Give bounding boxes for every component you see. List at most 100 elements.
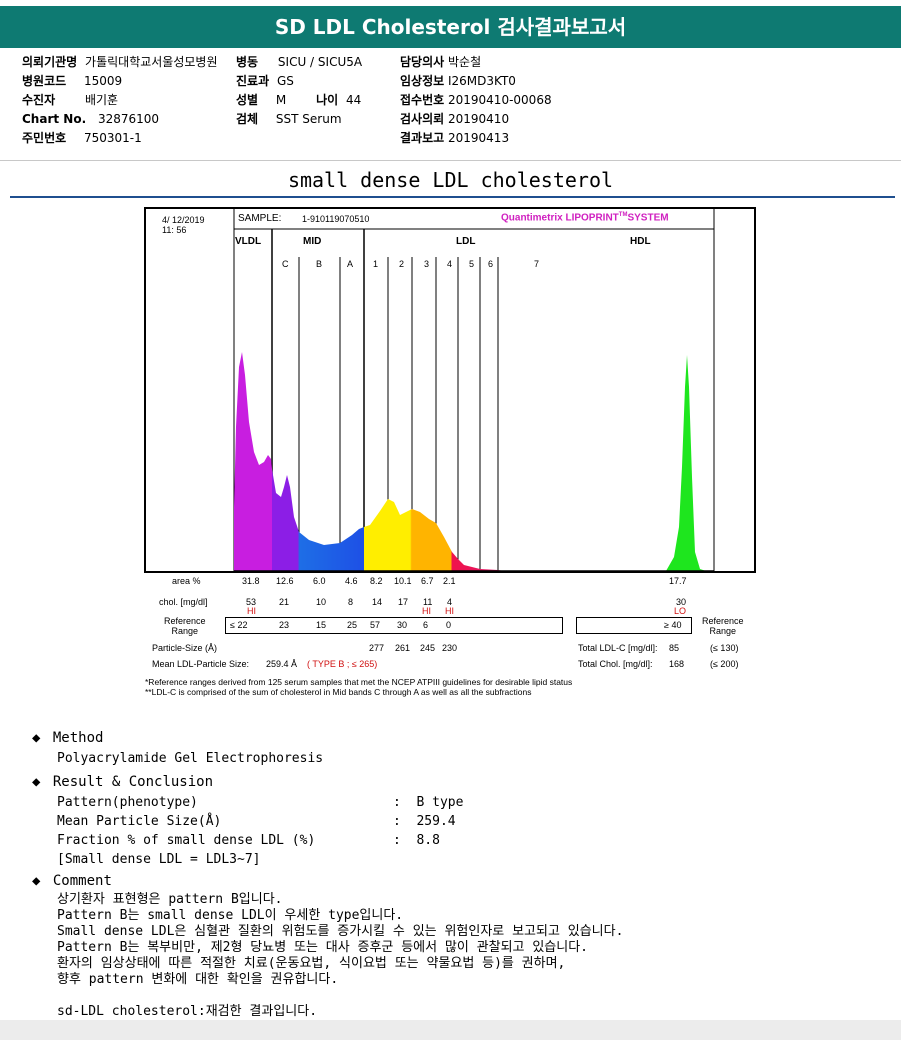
diamond-icon: ◆ — [32, 730, 41, 746]
flag-hi: HI — [247, 606, 256, 616]
band-label: 4 — [447, 259, 453, 269]
info-row: 의뢰기관명 가톨릭대학교서울성모병원 — [22, 55, 218, 69]
ref-box-hdl — [576, 617, 692, 634]
band-label: 1 — [373, 259, 379, 269]
info-row: 검체 SST Serum — [236, 112, 342, 126]
info-row: 병원코드 15009 — [22, 74, 123, 88]
info-row: 주민번호 750301-1 — [22, 131, 142, 145]
area-label: area % — [172, 576, 201, 586]
area-value: 6.0 — [313, 576, 326, 586]
info-row: 결과보고 20190413 — [400, 131, 510, 145]
info-row: 담당의사 박순철 — [400, 55, 482, 69]
group-vldl: VLDL — [235, 236, 262, 247]
result-row: Fraction % of small dense LDL (%) — [57, 833, 316, 848]
chol-value: 17 — [398, 597, 409, 607]
particle-size-label: Particle-Size (Å) — [152, 643, 218, 653]
chol-hdl: 30 — [676, 597, 687, 607]
area-value: 6.7 — [421, 576, 434, 586]
area-hdl: 17.7 — [669, 576, 687, 586]
area-value: 2.1 — [443, 576, 456, 586]
vldl-peak — [234, 352, 272, 571]
method-text: Polyacrylamide Gel Electrophoresis — [57, 751, 324, 766]
chol-value: 10 — [316, 597, 327, 607]
result-colon: : 8.8 — [393, 833, 440, 848]
info-row: 진료과 GS — [236, 74, 294, 88]
mean-ldl-value: 259.4 Å — [266, 659, 298, 669]
band-label: A — [347, 259, 354, 269]
chol-value: 53 — [246, 597, 257, 607]
footnotes: *Reference ranges derived from 125 serum… — [145, 677, 573, 697]
total-ldl-label: Total LDL-C [mg/dl]: — [578, 643, 658, 653]
area-value: 4.6 — [345, 576, 358, 586]
comment-line: Pattern B는 복부비만, 제2형 당뇨병 또는 대사 증후군 등에서 많… — [57, 940, 588, 955]
ref-label: Reference Range — [164, 616, 206, 636]
comment-line: 상기환자 표현형은 pattern B입니다. — [57, 892, 283, 907]
mid-peak — [272, 469, 364, 571]
particle-size: 245 — [420, 643, 436, 653]
result-colon: : B type — [393, 795, 464, 810]
lipoprint-chart — [144, 207, 756, 573]
ref-value: ≤ 22 — [230, 620, 248, 630]
chol-label: chol. [mg/dl] — [159, 597, 208, 607]
ref-hdl: ≥ 40 — [664, 620, 682, 630]
total-ldl-ref: (≤ 130) — [710, 643, 739, 653]
band-label: 3 — [424, 259, 430, 269]
comment-line: Small dense LDL은 심혈관 질환의 위험도를 증가시킬 수 있는 … — [57, 924, 624, 939]
band-label: 6 — [488, 259, 494, 269]
band-label: B — [316, 259, 323, 269]
col1: 의뢰기관명 가톨릭대학교서울성모병원 병원코드 15009 수진자 배기훈 Ch… — [22, 53, 218, 148]
col3: 담당의사 박순철 임상정보 I26MD3KT0 접수번호 20190410-00… — [400, 53, 552, 148]
band-label: 2 — [399, 259, 405, 269]
chol-value: 11 — [423, 597, 433, 607]
mean-ldl-label: Mean LDL-Particle Size: — [152, 659, 250, 669]
result-row: Pattern(phenotype) — [57, 795, 198, 810]
info-row: 임상정보 I26MD3KT0 — [400, 74, 516, 88]
divider — [10, 196, 895, 198]
total-chol-value: 168 — [669, 659, 685, 669]
flag-hi: HI — [445, 606, 454, 616]
hdl-peak — [666, 355, 706, 571]
result-colon: : 259.4 — [393, 814, 456, 829]
chol-value: 14 — [372, 597, 383, 607]
ldl-peak — [364, 499, 504, 571]
total-ldl-value: 85 — [669, 643, 680, 653]
result-heading: ◆ Result & Conclusion — [32, 774, 214, 790]
comment-line: 환자의 임상상태에 따른 적절한 치료(운동요법, 식이요법 또는 약물요법 등… — [57, 956, 566, 971]
chol-value: 21 — [279, 597, 290, 607]
footer-bar — [0, 1020, 901, 1040]
ref-value: 15 — [316, 620, 327, 630]
lipoprint-datetime: 4/ 12/2019 11: 56 — [162, 215, 205, 235]
group-mid: MID — [303, 236, 322, 247]
ref-value: 57 — [370, 620, 381, 630]
total-chol-ref: (≤ 200) — [710, 659, 739, 669]
ref-label-right: Reference Range — [702, 616, 744, 636]
ref-value: 0 — [446, 620, 452, 630]
info-row: 성별 M 나이 44 — [236, 93, 362, 107]
divider — [0, 160, 901, 161]
ref-value: 23 — [279, 620, 290, 630]
particle-size: 277 — [369, 643, 385, 653]
area-value: 12.6 — [276, 576, 294, 586]
area-value: 10.1 — [394, 576, 412, 586]
col2: 병동 SICU / SICU5A 진료과 GS 성별 M 나이 44 검체 SS… — [236, 53, 362, 129]
total-chol-label: Total Chol. [mg/dl]: — [578, 659, 653, 669]
ref-value: 6 — [423, 620, 429, 630]
band-label: C — [282, 259, 289, 269]
comment-line: 향후 pattern 변화에 대한 확인을 권유합니다. — [57, 972, 339, 987]
flag-lo: LO — [674, 606, 687, 616]
info-row: 접수번호 20190410-00068 — [400, 93, 552, 107]
retest-note: sd-LDL cholesterol:재검한 결과입니다. — [57, 1004, 318, 1019]
sample-id: 1-910119070510 — [302, 214, 370, 224]
particle-size: 261 — [395, 643, 411, 653]
info-row: 병동 SICU / SICU5A — [236, 55, 363, 69]
comment-line: Pattern B는 small dense LDL이 우세한 type입니다. — [57, 908, 404, 923]
mean-ldl-type: ( TYPE B ; ≤ 265) — [307, 659, 378, 669]
comment-heading: ◆ Comment — [32, 873, 112, 889]
group-hdl: HDL — [630, 236, 651, 247]
area-value: 31.8 — [242, 576, 260, 586]
result-note: [Small dense LDL = LDL3~7] — [57, 852, 261, 867]
diamond-icon: ◆ — [32, 774, 41, 790]
result-row: Mean Particle Size(Å) — [57, 814, 222, 829]
flag-hi: HI — [422, 606, 431, 616]
band-label: 5 — [469, 259, 475, 269]
